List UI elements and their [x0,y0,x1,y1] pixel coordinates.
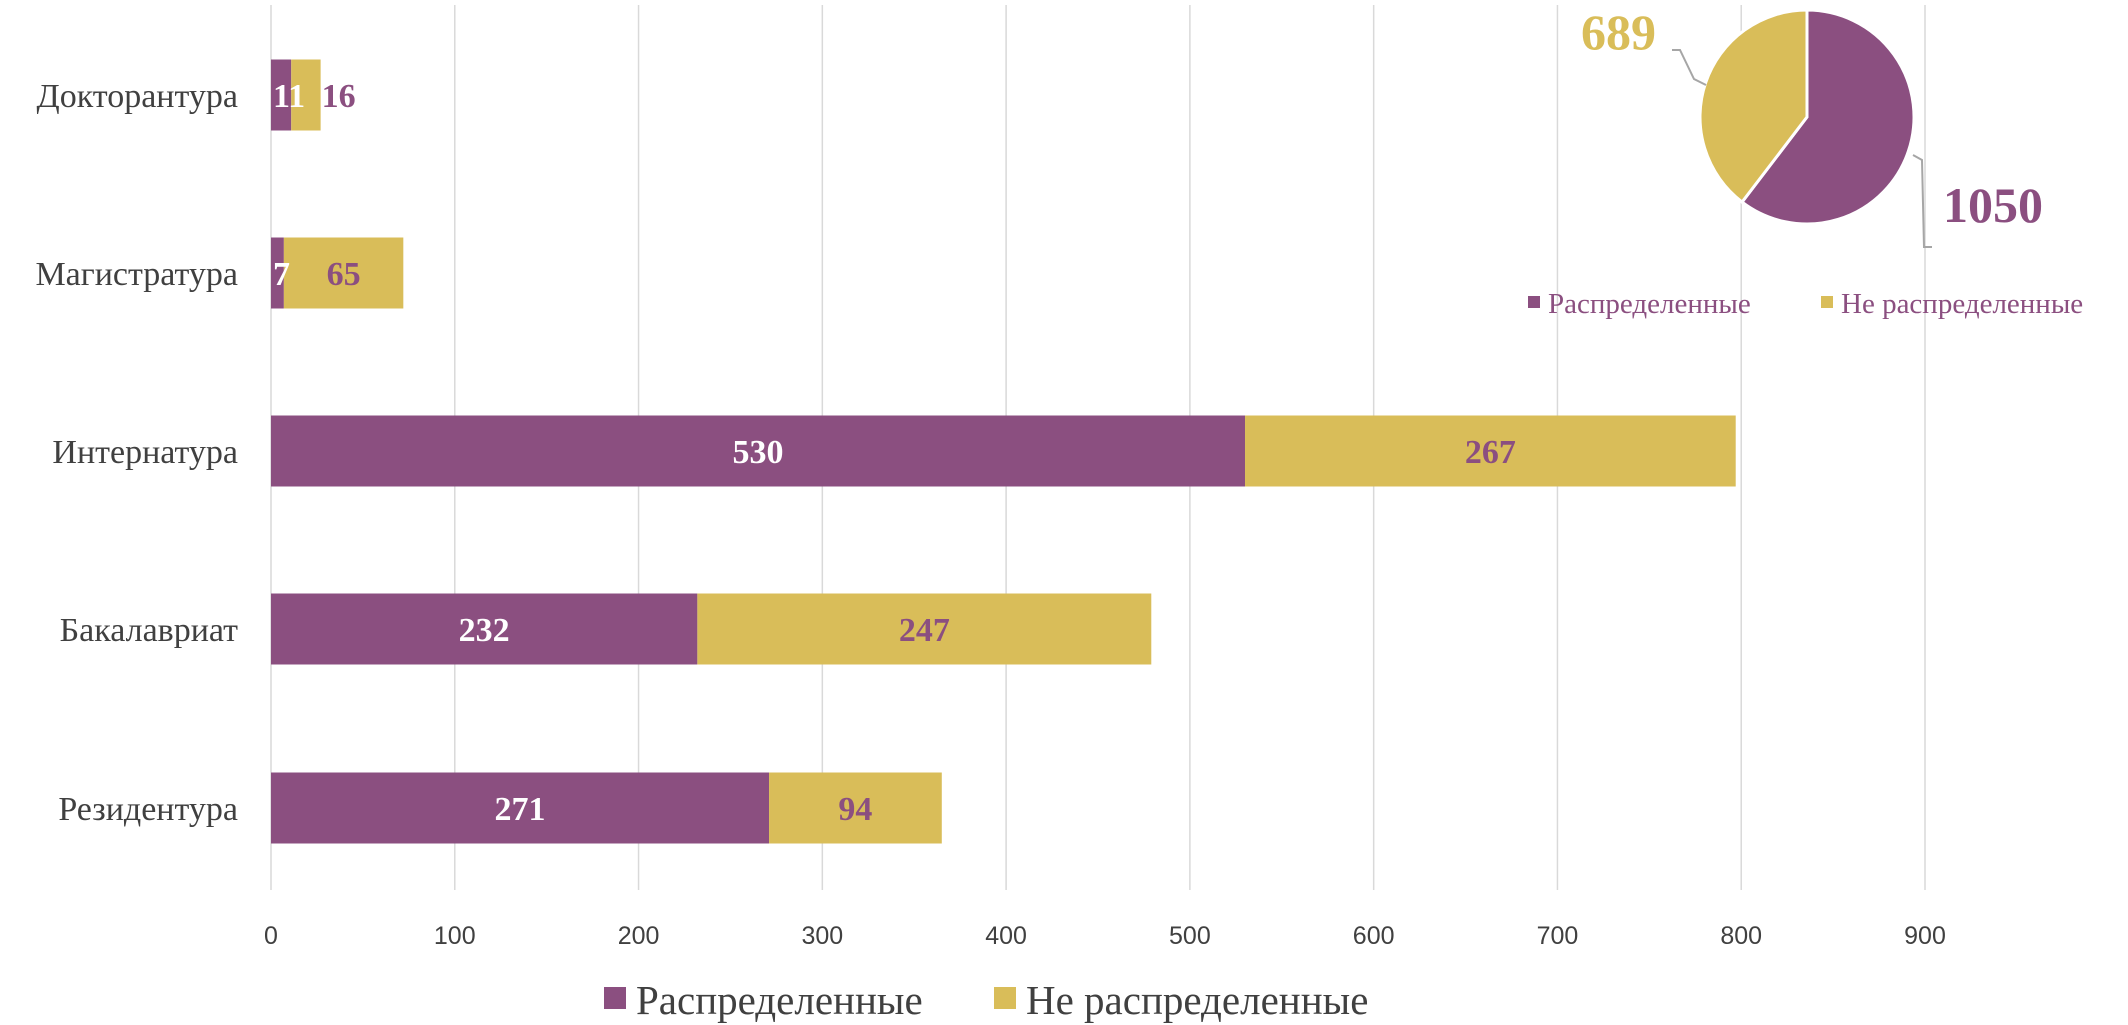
category-labels: Докторантура Магистратура Интернатура Бакал… [35,78,238,828]
bar-value-label-distributed: 271 [495,791,546,828]
pie-leader-line-undistributed [1672,50,1706,85]
legend-swatch-distributed [604,987,626,1009]
x-tick-label: 200 [618,922,660,950]
bar-value-label-undistributed: 65 [327,256,361,293]
bar-value-label-distributed: 232 [459,612,510,649]
bar-value-label-undistributed: 94 [838,791,872,828]
pie-value-label-undistributed: 689 [1581,4,1656,60]
bar-value-label-distributed: 7 [273,256,290,293]
category-label: Интернатура [52,434,238,471]
bar-value-label-undistributed: 247 [899,612,950,649]
bar-value-label-distributed: 530 [733,434,784,471]
x-tick-label: 300 [801,922,843,950]
pie-legend: Распределенные Не распределенные [1528,288,2083,320]
legend-label-undistributed: Не распределенные [1026,977,1368,1023]
x-tick-label: 100 [434,922,476,950]
bar-legend: Распределенные Не распределенные [604,977,1368,1023]
legend-label-distributed: Распределенные [636,977,923,1023]
pie-chart: 1050 689 [1581,4,2043,247]
x-tick-label: 500 [1169,922,1211,950]
pie-legend-swatch-distributed [1528,296,1540,308]
x-tick-label: 900 [1904,922,1946,950]
category-label: Бакалавриат [60,612,239,649]
pie-legend-label-distributed: Распределенные [1548,288,1751,320]
category-label: Докторантура [37,78,238,115]
category-label: Резидентура [58,791,238,828]
bar-value-label-undistributed: 16 [322,78,356,115]
category-label: Магистратура [35,256,238,293]
pie-legend-swatch-undistributed [1821,296,1833,308]
bar-value-label-distributed: 11 [273,78,305,115]
bars [271,60,1736,844]
x-tick-label: 400 [985,922,1027,950]
x-tick-label: 700 [1537,922,1579,950]
x-tick-label: 600 [1353,922,1395,950]
pie-value-label-distributed: 1050 [1943,177,2043,233]
x-tick-label: 800 [1720,922,1762,950]
bar-value-label-undistributed: 267 [1465,434,1516,471]
x-tick-label: 0 [264,922,278,950]
legend-swatch-undistributed [994,987,1016,1009]
x-axis-ticks: 0 100 200 300 400 500 600 700 800 900 [264,922,1946,950]
pie-leader-line-distributed [1913,155,1932,247]
pie-legend-label-undistributed: Не распределенные [1841,288,2083,320]
